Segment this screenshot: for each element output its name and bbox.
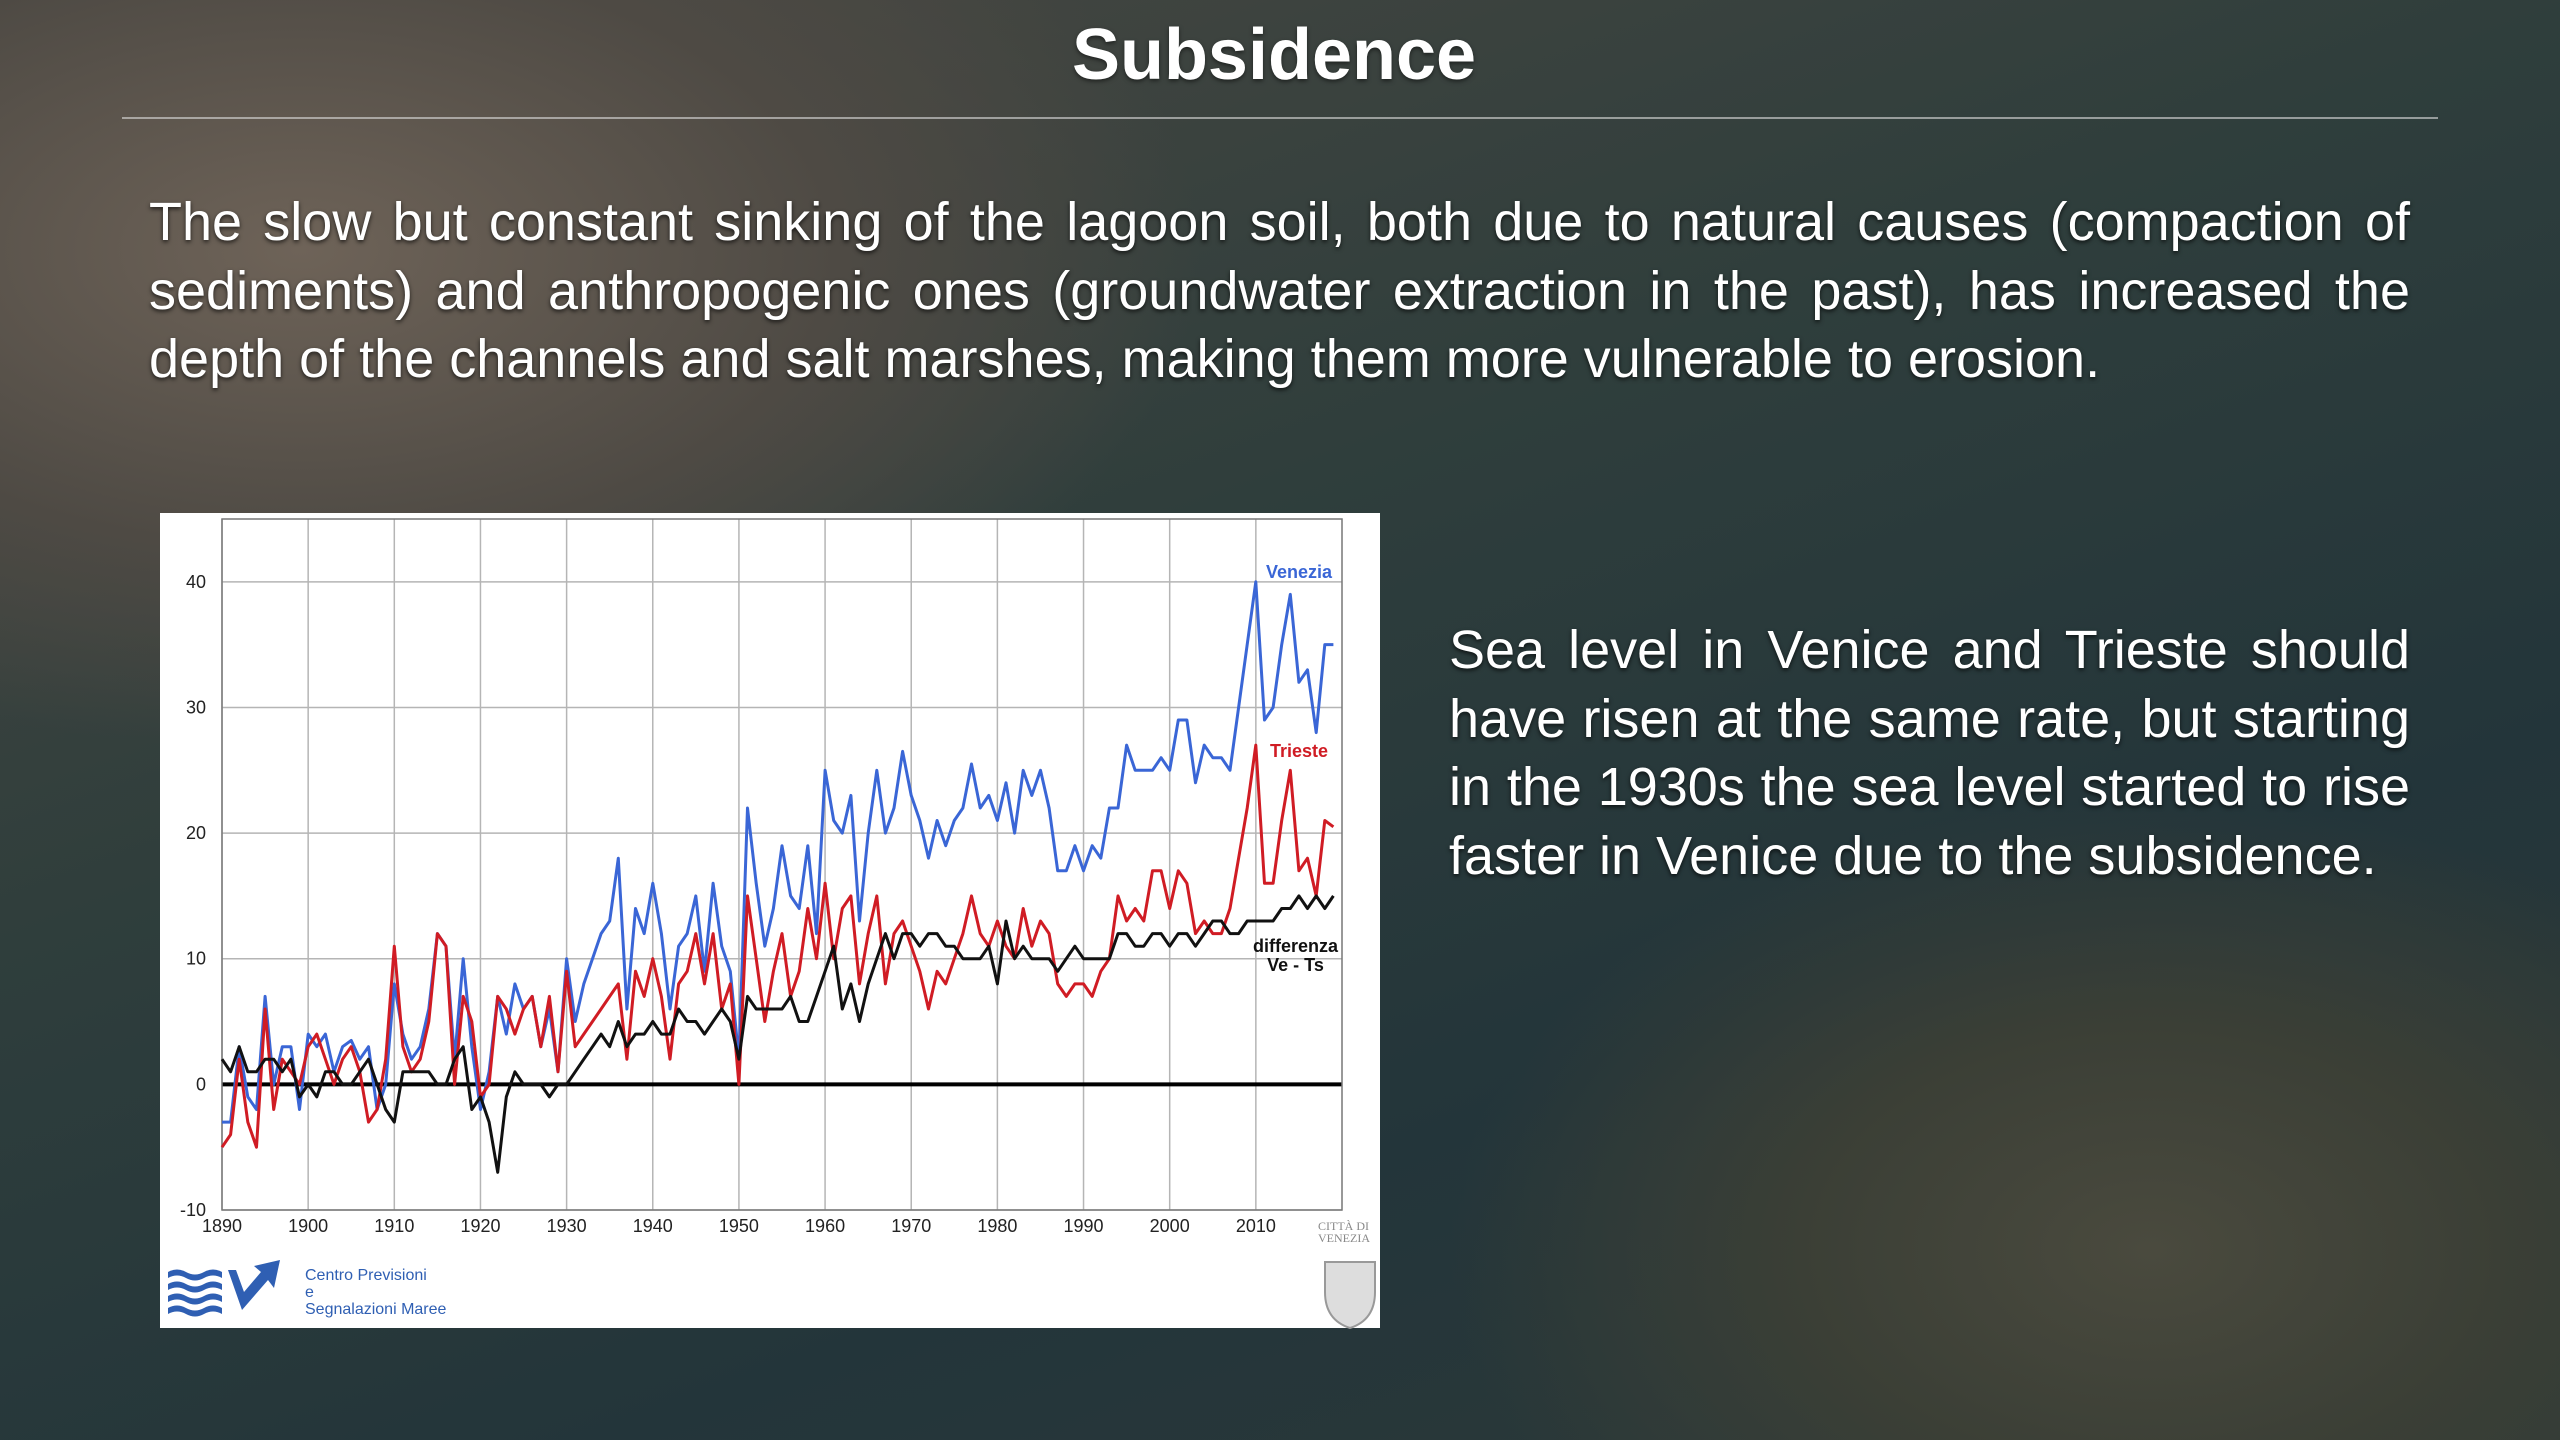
x-tick-label: 1910 <box>374 1216 414 1236</box>
y-tick-label: 40 <box>186 572 206 592</box>
x-tick-label: 1980 <box>977 1216 1017 1236</box>
x-tick-label: 1890 <box>202 1216 242 1236</box>
series-label: Trieste <box>1269 741 1329 761</box>
series-line <box>220 894 1335 1174</box>
x-tick-label: 1940 <box>633 1216 673 1236</box>
title-rule <box>122 117 2438 119</box>
series-line <box>220 743 1335 1149</box>
logo-line: Segnalazioni Maree <box>305 1301 447 1318</box>
series-label: differenza Ve - Ts <box>1252 936 1339 975</box>
paragraph: Sea level in Venice and Trieste should h… <box>1449 620 2410 886</box>
x-tick-label: 2000 <box>1150 1216 1190 1236</box>
x-tick-label: 1930 <box>547 1216 587 1236</box>
y-tick-label: 10 <box>186 949 206 969</box>
logo-text: Centro Previsioni e Segnalazioni Maree <box>305 1267 446 1318</box>
x-tick-label: 1920 <box>460 1216 500 1236</box>
y-tick-label: 0 <box>196 1074 206 1094</box>
slide-title: Subsidence <box>1071 15 1477 95</box>
y-tick-label: 30 <box>186 697 206 717</box>
logo-line: Centro Previsioni <box>305 1267 427 1284</box>
logo-line: e <box>305 1284 314 1301</box>
x-tick-label: 1900 <box>288 1216 328 1236</box>
crest-text: CITTÀ DI VENEZIA <box>1318 1219 1370 1245</box>
x-tick-label: 1970 <box>891 1216 931 1236</box>
y-tick-label: 20 <box>186 823 206 843</box>
series-label: Venezia <box>1265 562 1333 582</box>
crest-icon <box>1324 1261 1376 1330</box>
x-tick-label: 1950 <box>719 1216 759 1236</box>
logo-icon <box>168 1260 280 1317</box>
x-tick-label: 1960 <box>805 1216 845 1236</box>
x-tick-label: 2010 <box>1236 1216 1276 1236</box>
plot-frame <box>221 518 1343 1211</box>
y-tick-label: -10 <box>180 1200 206 1220</box>
paragraph: The slow but constant sinking of the lag… <box>149 192 2410 389</box>
x-tick-label: 1990 <box>1064 1216 1104 1236</box>
series-line <box>222 580 1334 1124</box>
